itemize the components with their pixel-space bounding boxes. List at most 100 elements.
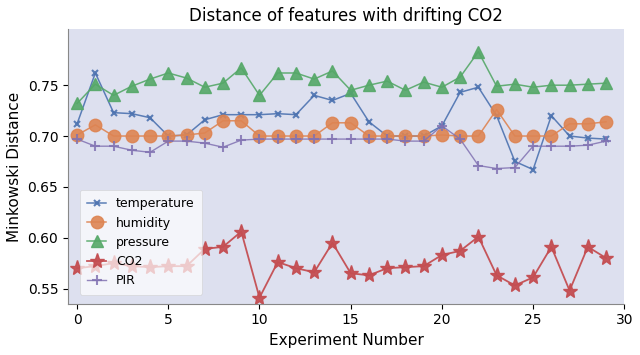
PIR xyxy=(109,144,117,148)
temperature xyxy=(347,91,355,95)
humidity xyxy=(164,134,172,138)
CO2 xyxy=(474,235,482,239)
temperature xyxy=(511,159,518,164)
pressure xyxy=(401,88,409,92)
CO2 xyxy=(219,245,227,249)
Line: CO2: CO2 xyxy=(70,224,614,305)
temperature xyxy=(128,111,136,116)
pressure xyxy=(474,49,482,54)
pressure xyxy=(602,81,610,85)
temperature xyxy=(146,116,154,120)
PIR xyxy=(420,139,428,143)
CO2 xyxy=(146,265,154,269)
PIR xyxy=(347,137,355,141)
humidity xyxy=(146,134,154,138)
temperature xyxy=(274,111,282,116)
PIR xyxy=(529,144,537,148)
pressure xyxy=(109,93,117,98)
Title: Distance of features with drifting CO2: Distance of features with drifting CO2 xyxy=(189,7,503,25)
pressure xyxy=(201,85,209,89)
pressure xyxy=(292,71,300,75)
temperature xyxy=(292,113,300,117)
temperature xyxy=(365,120,372,124)
temperature xyxy=(584,136,591,140)
PIR xyxy=(201,141,209,145)
humidity xyxy=(584,122,591,126)
pressure xyxy=(547,83,555,87)
pressure xyxy=(365,83,372,87)
humidity xyxy=(274,134,282,138)
Line: PIR: PIR xyxy=(72,121,611,174)
pressure xyxy=(128,84,136,88)
pressure xyxy=(146,77,154,81)
PIR xyxy=(511,165,518,170)
humidity xyxy=(511,134,518,138)
pressure xyxy=(255,93,263,98)
PIR xyxy=(128,148,136,152)
PIR xyxy=(328,137,336,141)
humidity xyxy=(420,134,428,138)
humidity xyxy=(109,134,117,138)
temperature xyxy=(456,90,464,94)
pressure xyxy=(584,82,591,86)
PIR xyxy=(292,137,300,141)
humidity xyxy=(456,134,464,138)
temperature xyxy=(547,114,555,118)
temperature xyxy=(92,71,99,75)
CO2 xyxy=(109,261,117,265)
Line: pressure: pressure xyxy=(72,46,612,109)
temperature xyxy=(182,133,190,137)
temperature xyxy=(73,122,81,126)
CO2 xyxy=(493,273,500,278)
CO2 xyxy=(128,264,136,268)
temperature xyxy=(328,98,336,103)
temperature xyxy=(438,124,445,128)
humidity xyxy=(255,134,263,138)
PIR xyxy=(274,137,282,141)
temperature xyxy=(310,93,318,98)
pressure xyxy=(73,102,81,106)
temperature xyxy=(237,113,245,117)
Legend: temperature, humidity, pressure, CO2, PIR: temperature, humidity, pressure, CO2, PI… xyxy=(80,190,202,295)
PIR xyxy=(310,137,318,141)
Y-axis label: Minkowski Distance: Minkowski Distance xyxy=(7,91,22,242)
PIR xyxy=(474,163,482,168)
PIR xyxy=(456,137,464,141)
pressure xyxy=(566,83,573,87)
CO2 xyxy=(584,245,591,249)
temperature xyxy=(109,110,117,115)
PIR xyxy=(566,144,573,148)
temperature xyxy=(602,137,610,141)
humidity xyxy=(201,131,209,135)
PIR xyxy=(219,145,227,149)
CO2 xyxy=(547,245,555,249)
CO2 xyxy=(602,256,610,260)
CO2 xyxy=(456,249,464,253)
pressure xyxy=(92,82,99,86)
temperature xyxy=(493,114,500,118)
Line: humidity: humidity xyxy=(71,103,612,142)
pressure xyxy=(456,75,464,79)
temperature xyxy=(219,113,227,117)
temperature xyxy=(401,134,409,138)
PIR xyxy=(237,138,245,142)
humidity xyxy=(474,134,482,138)
temperature xyxy=(201,118,209,122)
pressure xyxy=(310,77,318,81)
CO2 xyxy=(420,264,428,268)
CO2 xyxy=(237,229,245,234)
X-axis label: Experiment Number: Experiment Number xyxy=(269,333,424,348)
PIR xyxy=(146,150,154,154)
pressure xyxy=(438,85,445,89)
humidity xyxy=(438,133,445,137)
pressure xyxy=(182,76,190,80)
temperature xyxy=(529,168,537,172)
pressure xyxy=(328,69,336,73)
humidity xyxy=(292,134,300,138)
CO2 xyxy=(365,273,372,278)
pressure xyxy=(420,80,428,84)
humidity xyxy=(92,123,99,127)
pressure xyxy=(529,85,537,89)
PIR xyxy=(493,166,500,171)
humidity xyxy=(493,108,500,112)
